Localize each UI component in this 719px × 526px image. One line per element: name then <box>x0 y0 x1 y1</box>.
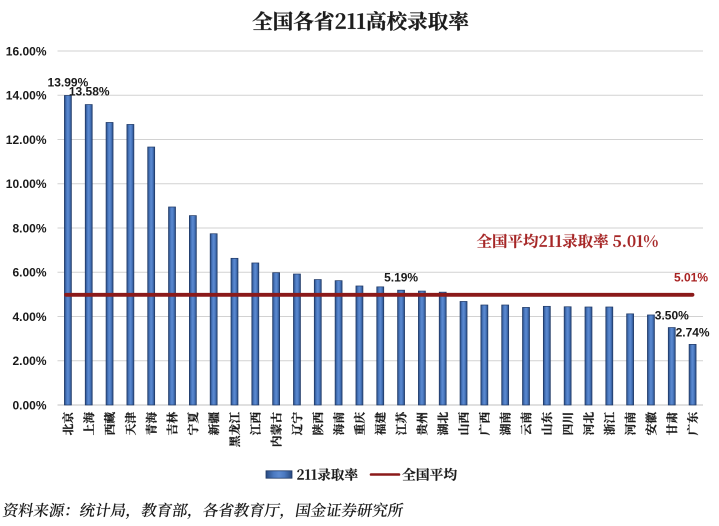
svg-text:13.99%: 13.99% <box>48 75 89 89</box>
svg-text:5.01%: 5.01% <box>674 270 708 284</box>
svg-text:16.00%: 16.00% <box>6 44 47 58</box>
svg-text:0.00%: 0.00% <box>12 398 46 412</box>
svg-text:6.00%: 6.00% <box>12 266 46 280</box>
svg-text:3.50%: 3.50% <box>655 308 689 322</box>
svg-text:13.58%: 13.58% <box>69 84 110 98</box>
svg-text:5.19%: 5.19% <box>384 270 418 284</box>
svg-text:8.00%: 8.00% <box>12 221 46 235</box>
svg-text:12.00%: 12.00% <box>6 133 47 147</box>
svg-text:10.00%: 10.00% <box>6 177 47 191</box>
svg-text:4.00%: 4.00% <box>12 310 46 324</box>
svg-text:2.00%: 2.00% <box>12 354 46 368</box>
svg-text:2.74%: 2.74% <box>676 325 710 339</box>
svg-text:14.00%: 14.00% <box>6 89 47 103</box>
